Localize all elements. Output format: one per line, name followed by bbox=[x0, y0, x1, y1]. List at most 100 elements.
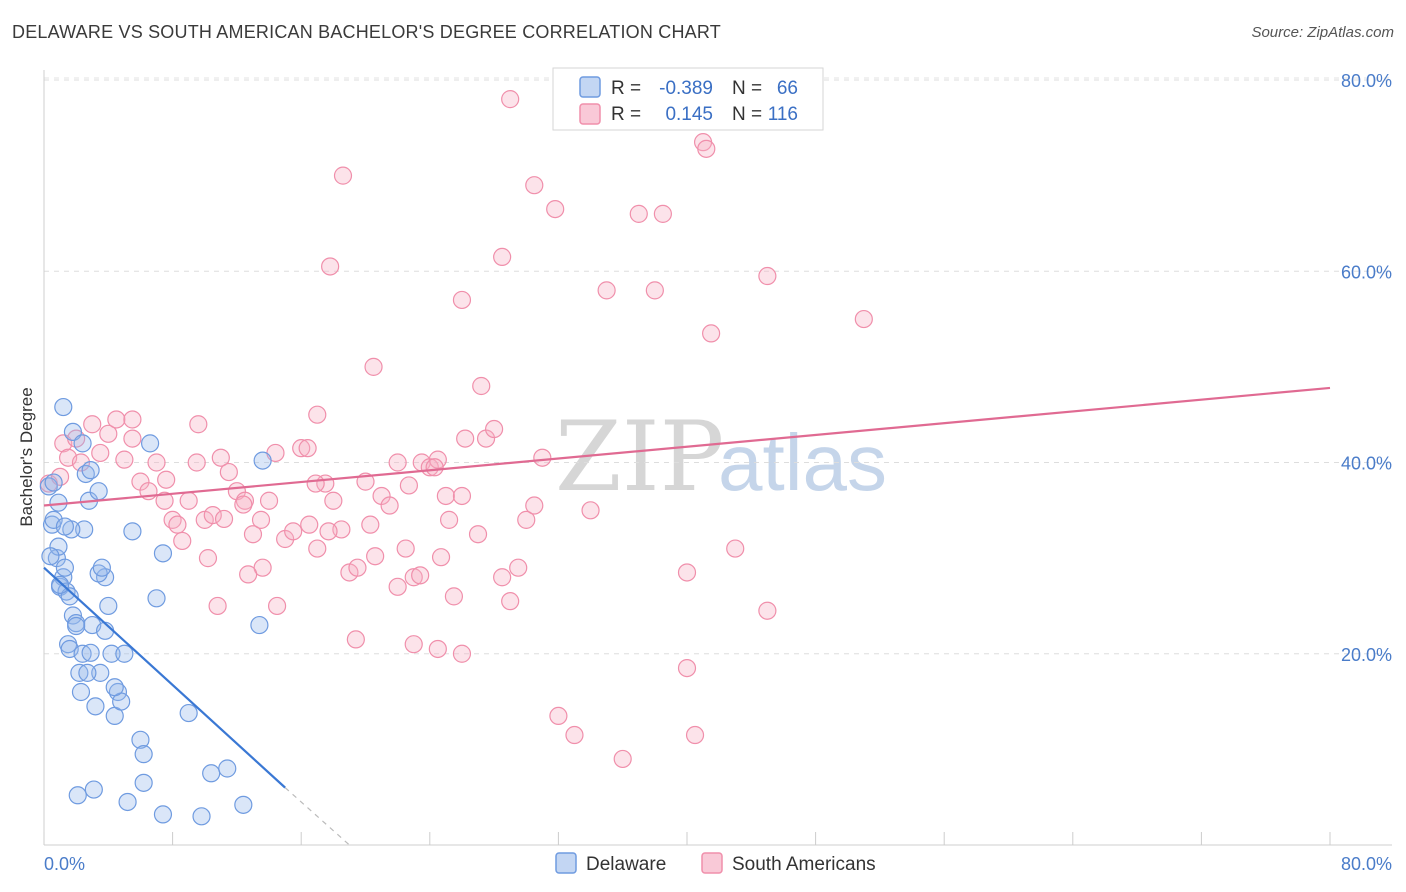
legend-n-label-1: N = bbox=[732, 78, 762, 99]
south-americans-point bbox=[83, 415, 102, 434]
south-americans-points bbox=[39, 90, 873, 769]
south-americans-point bbox=[431, 548, 451, 567]
delaware-trend-line bbox=[43, 566, 286, 789]
south-americans-point bbox=[168, 515, 187, 534]
south-americans-point bbox=[99, 424, 118, 443]
south-americans-point bbox=[452, 486, 472, 506]
south-americans-point bbox=[211, 448, 230, 467]
south-americans-point bbox=[364, 357, 383, 376]
south-americans-point bbox=[243, 525, 263, 544]
south-americans-point bbox=[219, 462, 238, 482]
south-americans-point bbox=[187, 453, 206, 472]
south-americans-point bbox=[758, 601, 777, 620]
south-americans-point bbox=[333, 166, 353, 185]
south-americans-point bbox=[324, 491, 343, 510]
delaware-point bbox=[86, 697, 105, 716]
legend-n-value-1: 66 bbox=[777, 78, 798, 99]
y-tick-labels: 20.0% 40.0% 60.0% 80.0% bbox=[1341, 71, 1392, 665]
south-americans-point bbox=[203, 505, 222, 525]
south-americans-point bbox=[533, 448, 552, 467]
legend-n-value-2: 116 bbox=[768, 104, 798, 125]
delaware-point bbox=[92, 558, 111, 577]
x-tick-label-min: 0.0% bbox=[44, 854, 85, 874]
south-americans-point bbox=[425, 458, 444, 477]
south-americans-point bbox=[214, 509, 234, 529]
south-americans-point bbox=[189, 415, 208, 434]
south-americans-point bbox=[107, 410, 126, 429]
bottom-legend-south-americans: South Americans bbox=[732, 854, 876, 875]
y-axis-label: Bachelor's Degree bbox=[17, 387, 36, 526]
bottom-legend: Delaware South Americans bbox=[555, 852, 876, 875]
south-americans-point bbox=[493, 247, 512, 267]
delaware-point bbox=[234, 795, 253, 814]
south-americans-point bbox=[565, 725, 584, 745]
south-americans-point bbox=[388, 453, 407, 472]
south-americans-point bbox=[854, 309, 873, 329]
south-americans-point bbox=[123, 410, 142, 429]
legend-swatch-south-americans bbox=[579, 103, 601, 125]
delaware-point bbox=[253, 451, 272, 470]
delaware-point bbox=[179, 703, 198, 723]
south-americans-point bbox=[123, 429, 142, 448]
south-americans-point bbox=[306, 474, 325, 493]
south-americans-point bbox=[361, 515, 380, 534]
south-americans-point bbox=[300, 515, 319, 534]
x-axis-ticks bbox=[43, 832, 1331, 845]
south-americans-point bbox=[645, 281, 664, 300]
south-americans-point bbox=[259, 491, 279, 510]
south-americans-point bbox=[677, 563, 697, 582]
south-americans-point bbox=[501, 90, 520, 109]
delaware-point bbox=[91, 663, 110, 682]
delaware-point bbox=[105, 678, 124, 697]
south-americans-point bbox=[173, 531, 192, 551]
chart-title: DELAWARE VS SOUTH AMERICAN BACHELOR'S DE… bbox=[12, 22, 721, 42]
south-americans-trend-line bbox=[43, 386, 1331, 507]
south-americans-point bbox=[251, 510, 271, 529]
south-americans-point bbox=[157, 470, 176, 489]
south-americans-point bbox=[308, 539, 327, 558]
legend-swatch-delaware bbox=[579, 76, 601, 98]
south-americans-point bbox=[697, 139, 716, 158]
south-americans-point bbox=[428, 639, 447, 659]
delaware-point bbox=[54, 397, 73, 417]
delaware-point bbox=[89, 482, 108, 501]
south-americans-point bbox=[702, 324, 721, 343]
legend-r-label-1: R = bbox=[611, 78, 641, 99]
south-americans-point bbox=[267, 596, 287, 616]
delaware-point bbox=[78, 663, 97, 682]
south-americans-point bbox=[597, 281, 616, 300]
bottom-legend-swatch-south-americans bbox=[701, 852, 723, 874]
south-americans-point bbox=[525, 176, 544, 195]
south-americans-point bbox=[685, 725, 705, 745]
south-americans-point bbox=[581, 501, 600, 520]
bottom-legend-delaware: Delaware bbox=[586, 854, 666, 875]
south-americans-point bbox=[726, 539, 745, 558]
south-americans-point bbox=[452, 290, 472, 310]
delaware-point bbox=[81, 643, 100, 662]
south-americans-point bbox=[653, 204, 672, 223]
delaware-point bbox=[41, 547, 60, 566]
south-americans-point bbox=[509, 558, 528, 577]
south-americans-point bbox=[346, 630, 365, 649]
delaware-point bbox=[75, 520, 94, 539]
delaware-point bbox=[55, 517, 74, 536]
south-americans-point bbox=[549, 706, 568, 726]
south-americans-point bbox=[613, 749, 632, 769]
south-americans-point bbox=[155, 491, 174, 510]
south-americans-point bbox=[366, 547, 385, 566]
delaware-point bbox=[99, 596, 118, 616]
south-americans-point bbox=[452, 644, 472, 663]
delaware-points bbox=[39, 397, 272, 826]
delaware-point bbox=[67, 616, 86, 636]
delaware-point bbox=[50, 575, 70, 595]
south-americans-point bbox=[472, 376, 491, 396]
south-americans-point bbox=[71, 453, 91, 472]
south-americans-point bbox=[284, 522, 303, 541]
delaware-point bbox=[68, 786, 87, 805]
south-americans-point bbox=[436, 486, 455, 506]
delaware-point bbox=[44, 510, 63, 529]
y-tick-label: 60.0% bbox=[1341, 262, 1392, 282]
x-tick-label-max: 80.0% bbox=[1341, 854, 1392, 874]
south-americans-point bbox=[91, 443, 110, 463]
south-americans-point bbox=[404, 635, 423, 654]
